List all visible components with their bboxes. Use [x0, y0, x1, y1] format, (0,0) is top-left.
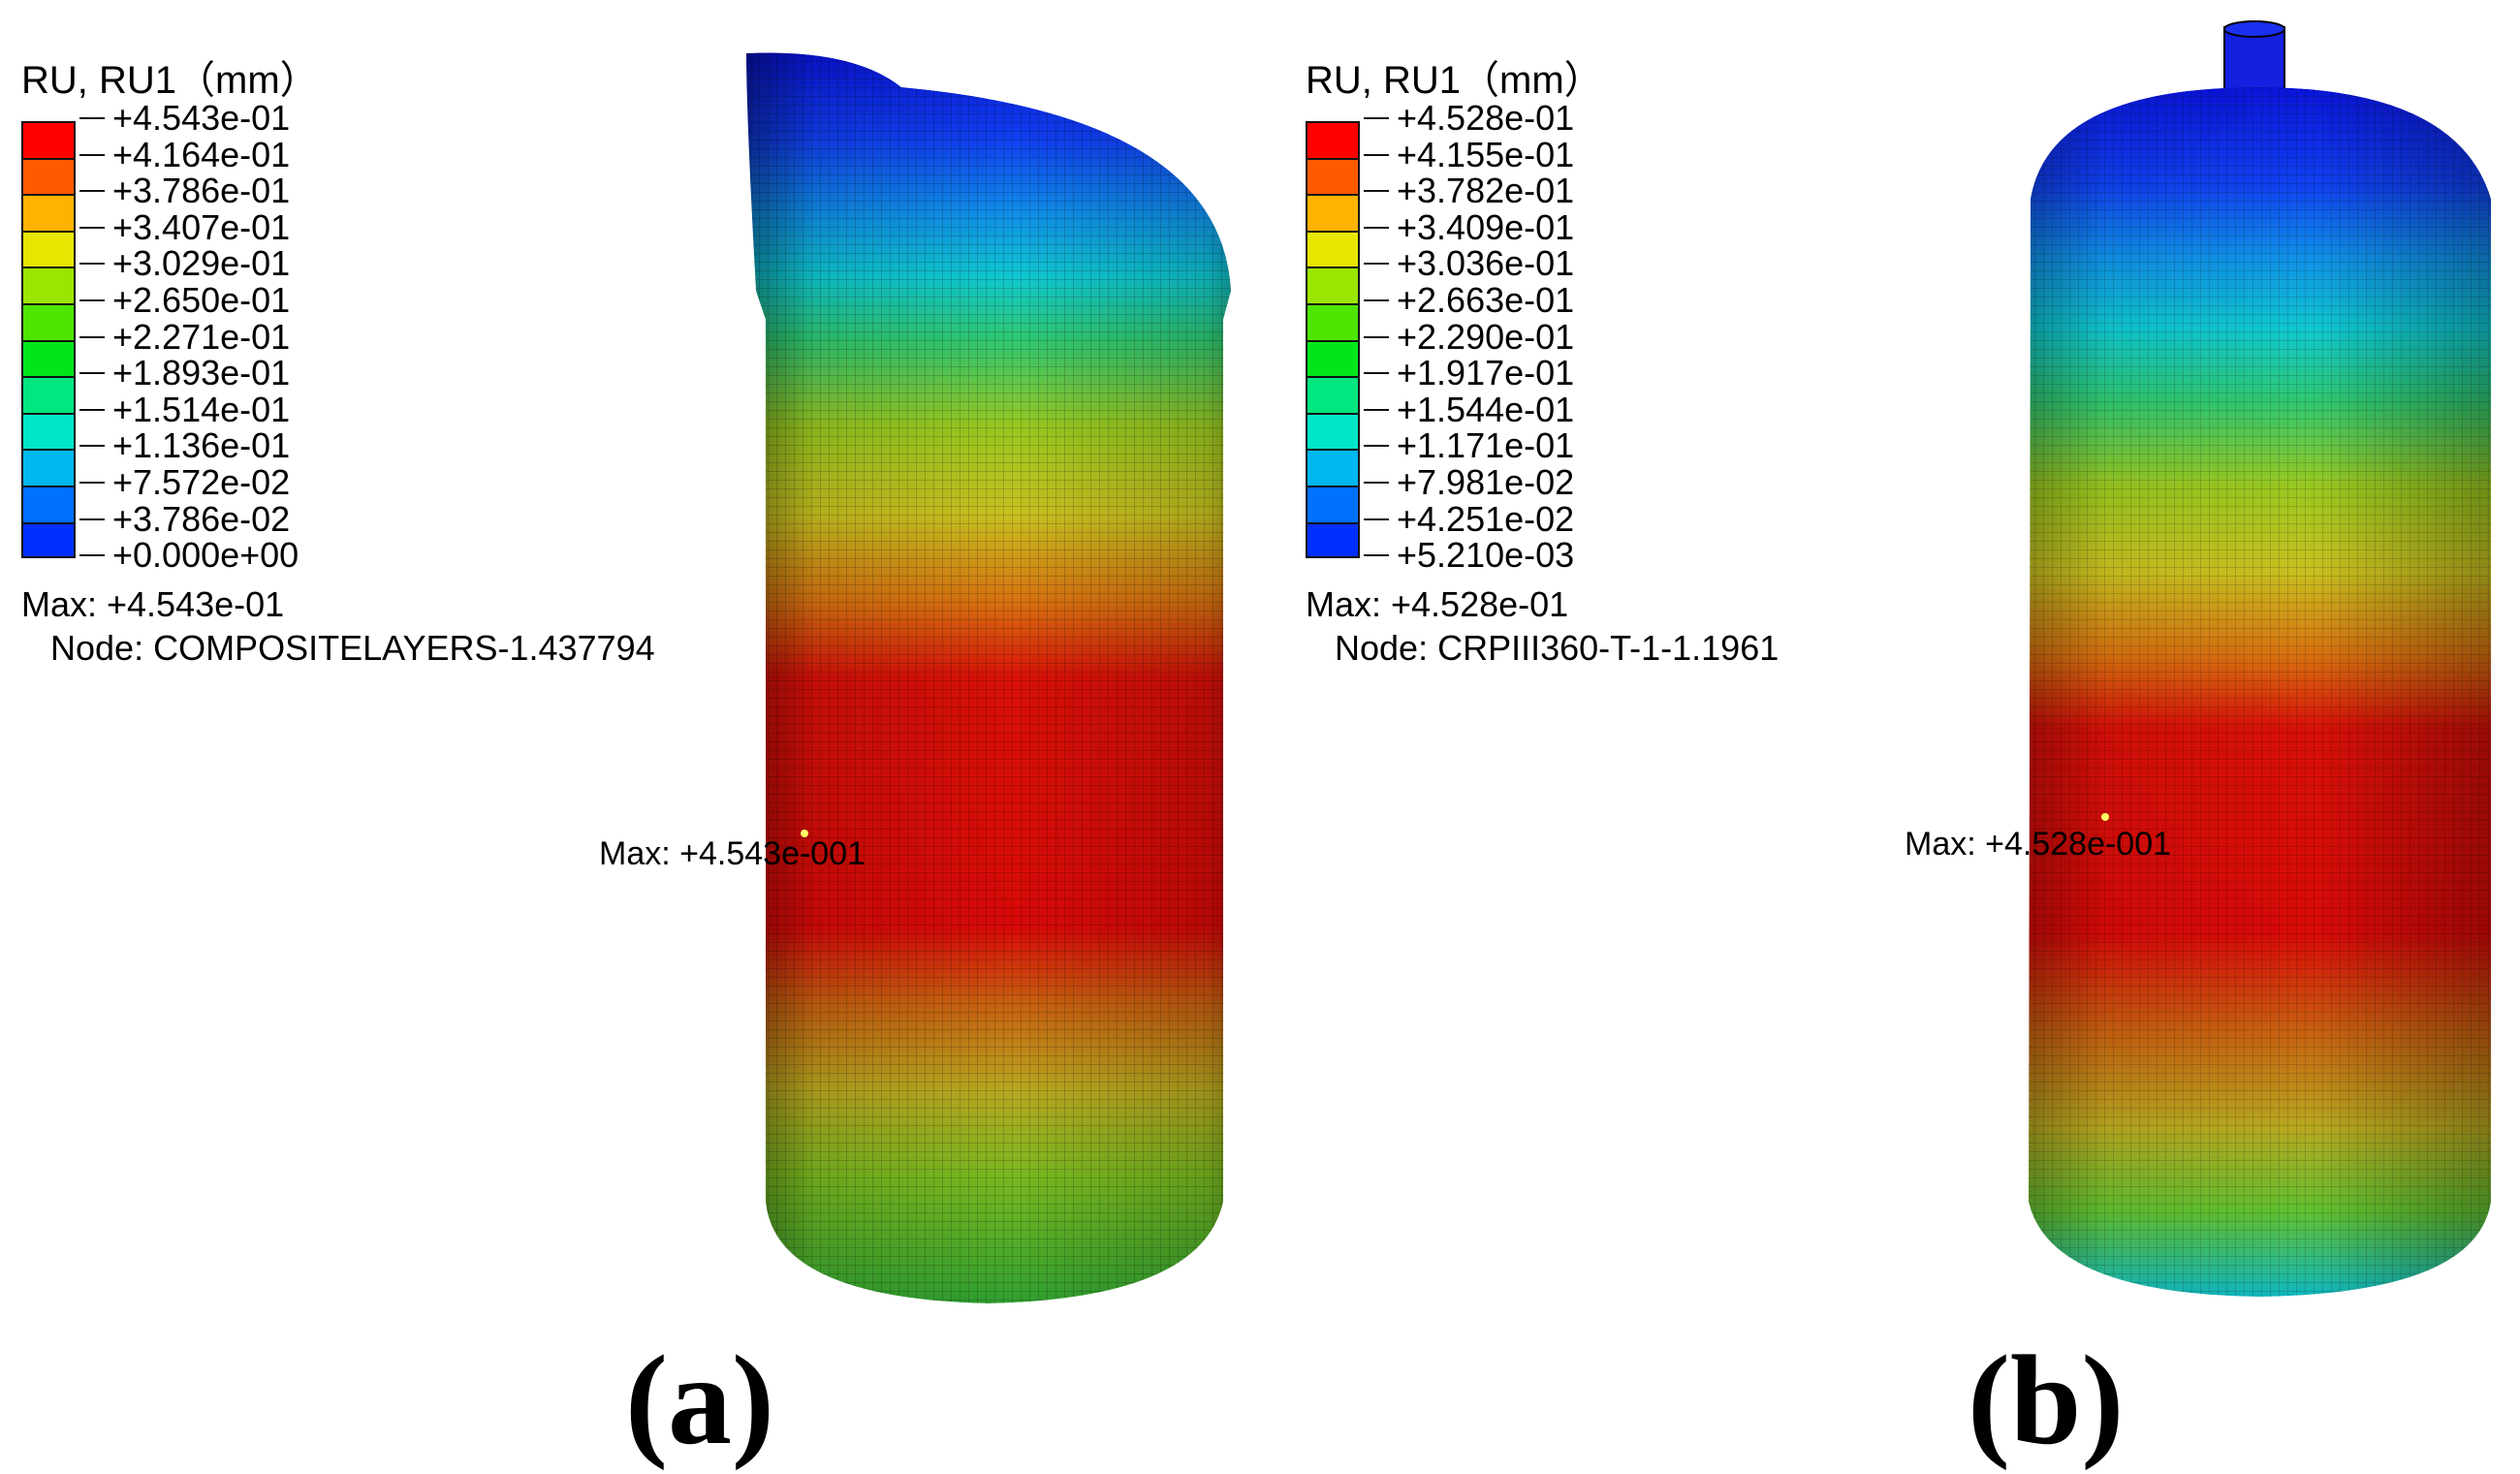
legend-label: +1.514e-01: [79, 392, 299, 428]
legend-swatch: [1306, 521, 1360, 559]
legend-swatch: [1306, 376, 1360, 413]
legend-label: +2.663e-01: [1364, 282, 1574, 319]
legend-label: +4.164e-01: [79, 136, 299, 173]
legend-label: +2.271e-01: [79, 318, 299, 356]
legend-swatch: [1306, 485, 1360, 522]
node-id-text: Node: CRPIII360-T-1-1.1961: [1335, 628, 1780, 668]
cylinder-contour-plot: [2029, 20, 2491, 1297]
legend-color-bar: [21, 121, 76, 559]
legend-label: +4.251e-02: [1364, 500, 1574, 538]
legend-label: +1.917e-01: [1364, 355, 1574, 392]
panel-a: RU, RU1（mm） +4.543e-01 +4.164e-01 +3.786e-…: [21, 52, 1231, 1471]
legend-swatch: [21, 194, 76, 231]
panel-caption: (a): [625, 1329, 774, 1471]
legend-label: +4.528e-01: [1364, 100, 1574, 137]
legend-swatch: [21, 121, 76, 158]
legend-swatch: [21, 339, 76, 377]
legend-swatch: [21, 230, 76, 267]
legend-swatch: [1306, 157, 1360, 195]
legend-label: +4.155e-01: [1364, 136, 1574, 173]
legend-label: +0.000e+00: [79, 537, 299, 574]
legend-label: +3.786e-02: [79, 500, 299, 538]
legend-swatch: [21, 302, 76, 340]
legend-swatch: [1306, 121, 1360, 158]
max-value-text: Max: +4.543e-01: [21, 584, 285, 624]
legend-swatch: [1306, 412, 1360, 450]
legend-label: +1.136e-01: [79, 427, 299, 464]
panel-b: RU, RU1（mm） +4.528e-01 +4.155e-01 +3.782e-…: [1284, 0, 2520, 1474]
legend-swatch: [21, 267, 76, 303]
legend-label: +3.409e-01: [1364, 209, 1574, 246]
legend-label: +3.786e-01: [79, 172, 299, 209]
cylinder-a: [746, 52, 1231, 1303]
legend-swatch: [1306, 194, 1360, 231]
legend-swatch: [21, 485, 76, 522]
legend-label: +2.650e-01: [79, 282, 299, 319]
legend-labels: +4.543e-01 +4.164e-01 +3.786e-01 +3.407e-01…: [79, 100, 299, 574]
legend-label: +7.572e-02: [79, 464, 299, 501]
legend-label: +3.029e-01: [79, 245, 299, 282]
cylinder-b: [2029, 20, 2491, 1297]
node-id-text: Node: COMPOSITELAYERS-1.437794: [50, 628, 655, 668]
legend-label: +1.171e-01: [1364, 427, 1574, 464]
legend-swatch: [1306, 267, 1360, 303]
legend-swatch: [21, 157, 76, 195]
legend-swatch: [1306, 339, 1360, 377]
legend-color-bar: [1306, 121, 1360, 559]
legend-swatch: [1306, 449, 1360, 486]
legend-label: +1.893e-01: [79, 355, 299, 392]
legend-swatch: [21, 412, 76, 450]
legend-labels: +4.528e-01 +4.155e-01 +3.782e-01 +3.409e-01…: [1364, 100, 1574, 574]
legend-title: RU, RU1（mm）: [21, 59, 319, 102]
legend-label: +4.543e-01: [79, 100, 299, 137]
max-marker-label: Max: +4.528e-001: [1905, 826, 2172, 862]
cylinder-contour-plot: [746, 52, 1231, 1303]
legend-title: RU, RU1（mm）: [1306, 59, 1603, 102]
legend-label: +3.036e-01: [1364, 245, 1574, 282]
legend-label: +2.290e-01: [1364, 318, 1574, 356]
panel-caption: (b): [1968, 1329, 2125, 1471]
legend-swatch: [1306, 230, 1360, 267]
legend-swatch: [1306, 302, 1360, 340]
legend-swatch: [21, 376, 76, 413]
max-value-text: Max: +4.528e-01: [1306, 584, 1569, 624]
legend-swatch: [21, 449, 76, 486]
legend-label: +7.981e-02: [1364, 464, 1574, 501]
max-node-marker: [801, 830, 808, 837]
legend-swatch: [21, 521, 76, 559]
legend-label: +3.782e-01: [1364, 172, 1574, 209]
max-marker-label: Max: +4.543e-001: [599, 835, 866, 872]
legend-label: +1.544e-01: [1364, 392, 1574, 428]
max-node-marker: [2101, 813, 2109, 821]
legend-label: +5.210e-03: [1364, 537, 1574, 574]
legend-label: +3.407e-01: [79, 209, 299, 246]
